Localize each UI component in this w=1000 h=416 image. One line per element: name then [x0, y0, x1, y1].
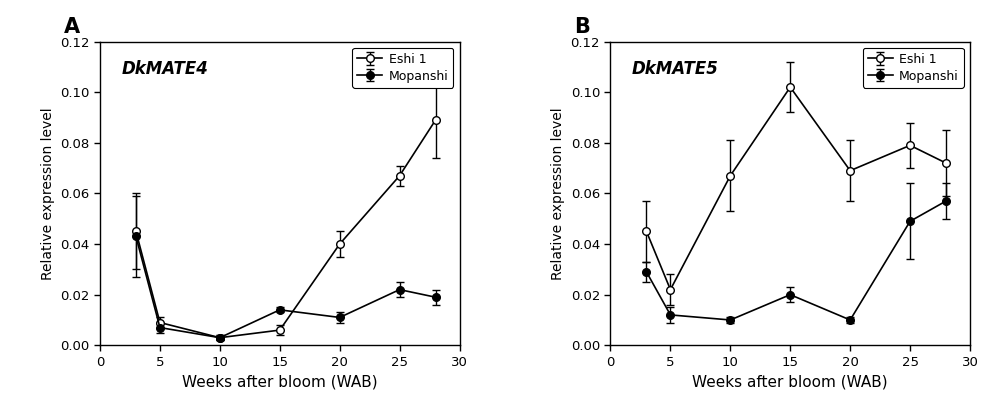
Legend: Eshi 1, Mopanshi: Eshi 1, Mopanshi: [863, 48, 964, 88]
X-axis label: Weeks after bloom (WAB): Weeks after bloom (WAB): [182, 374, 378, 389]
Text: A: A: [64, 17, 80, 37]
Text: B: B: [575, 17, 590, 37]
Legend: Eshi 1, Mopanshi: Eshi 1, Mopanshi: [352, 48, 453, 88]
X-axis label: Weeks after bloom (WAB): Weeks after bloom (WAB): [692, 374, 888, 389]
Text: DkMATE5: DkMATE5: [632, 60, 719, 78]
Y-axis label: Relative expression level: Relative expression level: [41, 107, 55, 280]
Text: DkMATE4: DkMATE4: [122, 60, 208, 78]
Y-axis label: Relative expression level: Relative expression level: [551, 107, 565, 280]
